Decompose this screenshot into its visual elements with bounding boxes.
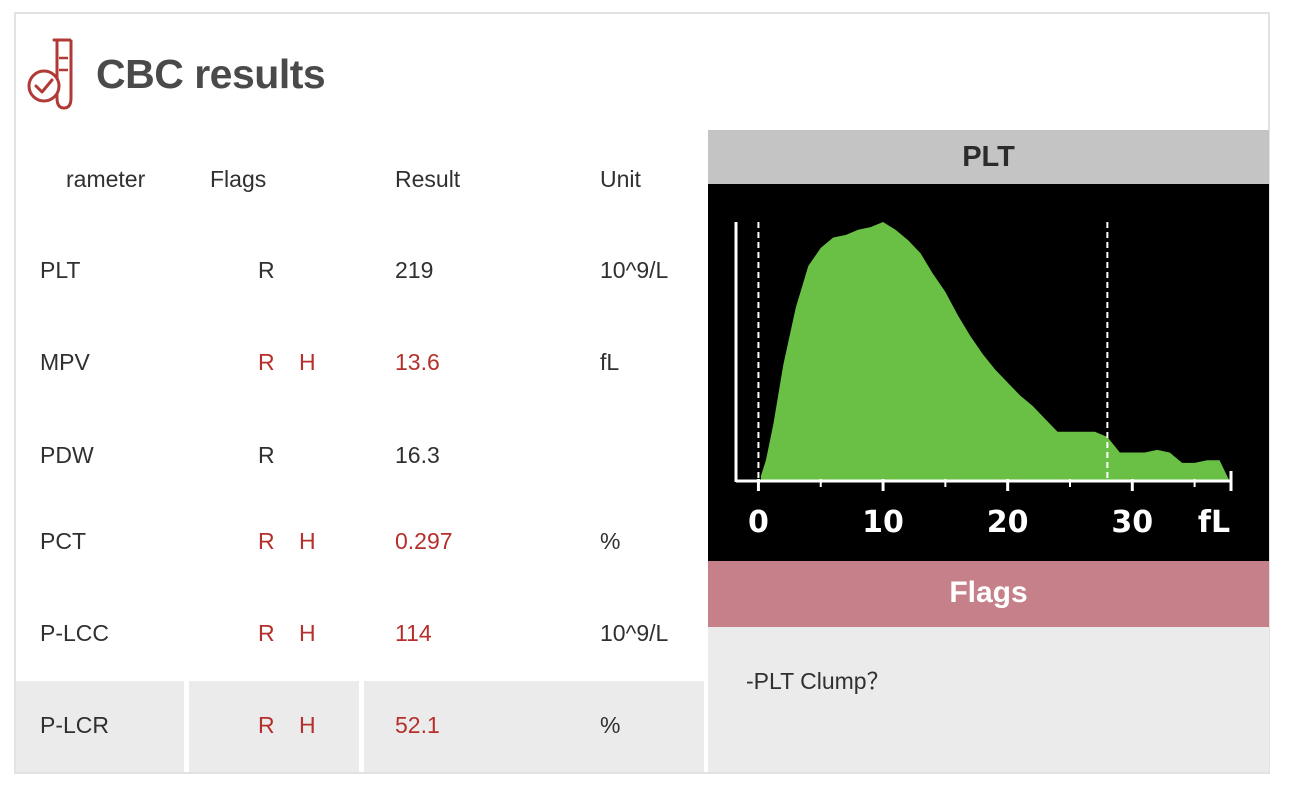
flag-r: R xyxy=(258,349,275,375)
flag-r: R xyxy=(258,257,275,283)
row-highlight-cell xyxy=(16,681,184,772)
page-title: CBC results xyxy=(96,50,326,97)
histogram-title: PLT xyxy=(708,130,1269,184)
flag-item: -PLT Clump？ xyxy=(746,668,890,694)
flag-r: R xyxy=(258,528,275,554)
param-name: P-LCC xyxy=(40,620,110,646)
unit-value: % xyxy=(600,712,621,738)
plt-histogram: 0 10 20 30 fL xyxy=(708,184,1269,561)
flag-h: H xyxy=(299,528,316,554)
param-name: PLT xyxy=(40,257,81,283)
result-value: 13.6 xyxy=(395,349,440,375)
param-name: PCT xyxy=(40,528,86,554)
col-header-result: Result xyxy=(395,166,461,192)
unit-value: 10^9/L xyxy=(600,257,669,283)
flag-h: H xyxy=(299,349,316,375)
flag-r: R xyxy=(258,620,275,646)
param-name: P-LCR xyxy=(40,712,110,738)
unit-value: 10^9/L xyxy=(600,620,669,646)
result-value: 219 xyxy=(395,257,434,283)
test-tube-check-icon xyxy=(27,38,73,110)
flags-header: Flags xyxy=(708,561,1269,627)
card-header: CBC results xyxy=(24,36,326,112)
result-value: 16.3 xyxy=(395,442,440,468)
histogram-chart: 0 10 20 30 fL xyxy=(734,222,1233,540)
histogram-area xyxy=(760,222,1230,481)
result-value: 0.297 xyxy=(395,528,453,554)
param-name: PDW xyxy=(40,442,94,468)
unit-value: fL xyxy=(600,349,620,375)
plt-histogram-panel: PLT 0 10 20 30 fL Flags -PLT Clump？ xyxy=(708,130,1269,772)
x-tick-label: 0 xyxy=(748,505,769,540)
flag-r: R xyxy=(258,442,275,468)
col-header-flags: Flags xyxy=(210,166,267,192)
result-value: 114 xyxy=(395,620,432,646)
x-tick-label: 30 xyxy=(1111,505,1153,540)
param-name: MPV xyxy=(40,349,90,375)
col-header-parameter: rameter xyxy=(66,166,146,192)
flag-h: H xyxy=(299,712,316,738)
result-value: 52.1 xyxy=(395,712,440,738)
x-tick-label: fL xyxy=(1198,505,1230,540)
flag-h: H xyxy=(299,620,316,646)
row-highlight-cell xyxy=(189,681,359,772)
flag-r: R xyxy=(258,712,275,738)
row-highlight-cell xyxy=(364,681,704,772)
x-tick-label: 20 xyxy=(987,505,1029,540)
unit-value: % xyxy=(600,528,621,554)
col-header-unit: Unit xyxy=(600,166,641,192)
x-tick-label: 10 xyxy=(862,505,904,540)
